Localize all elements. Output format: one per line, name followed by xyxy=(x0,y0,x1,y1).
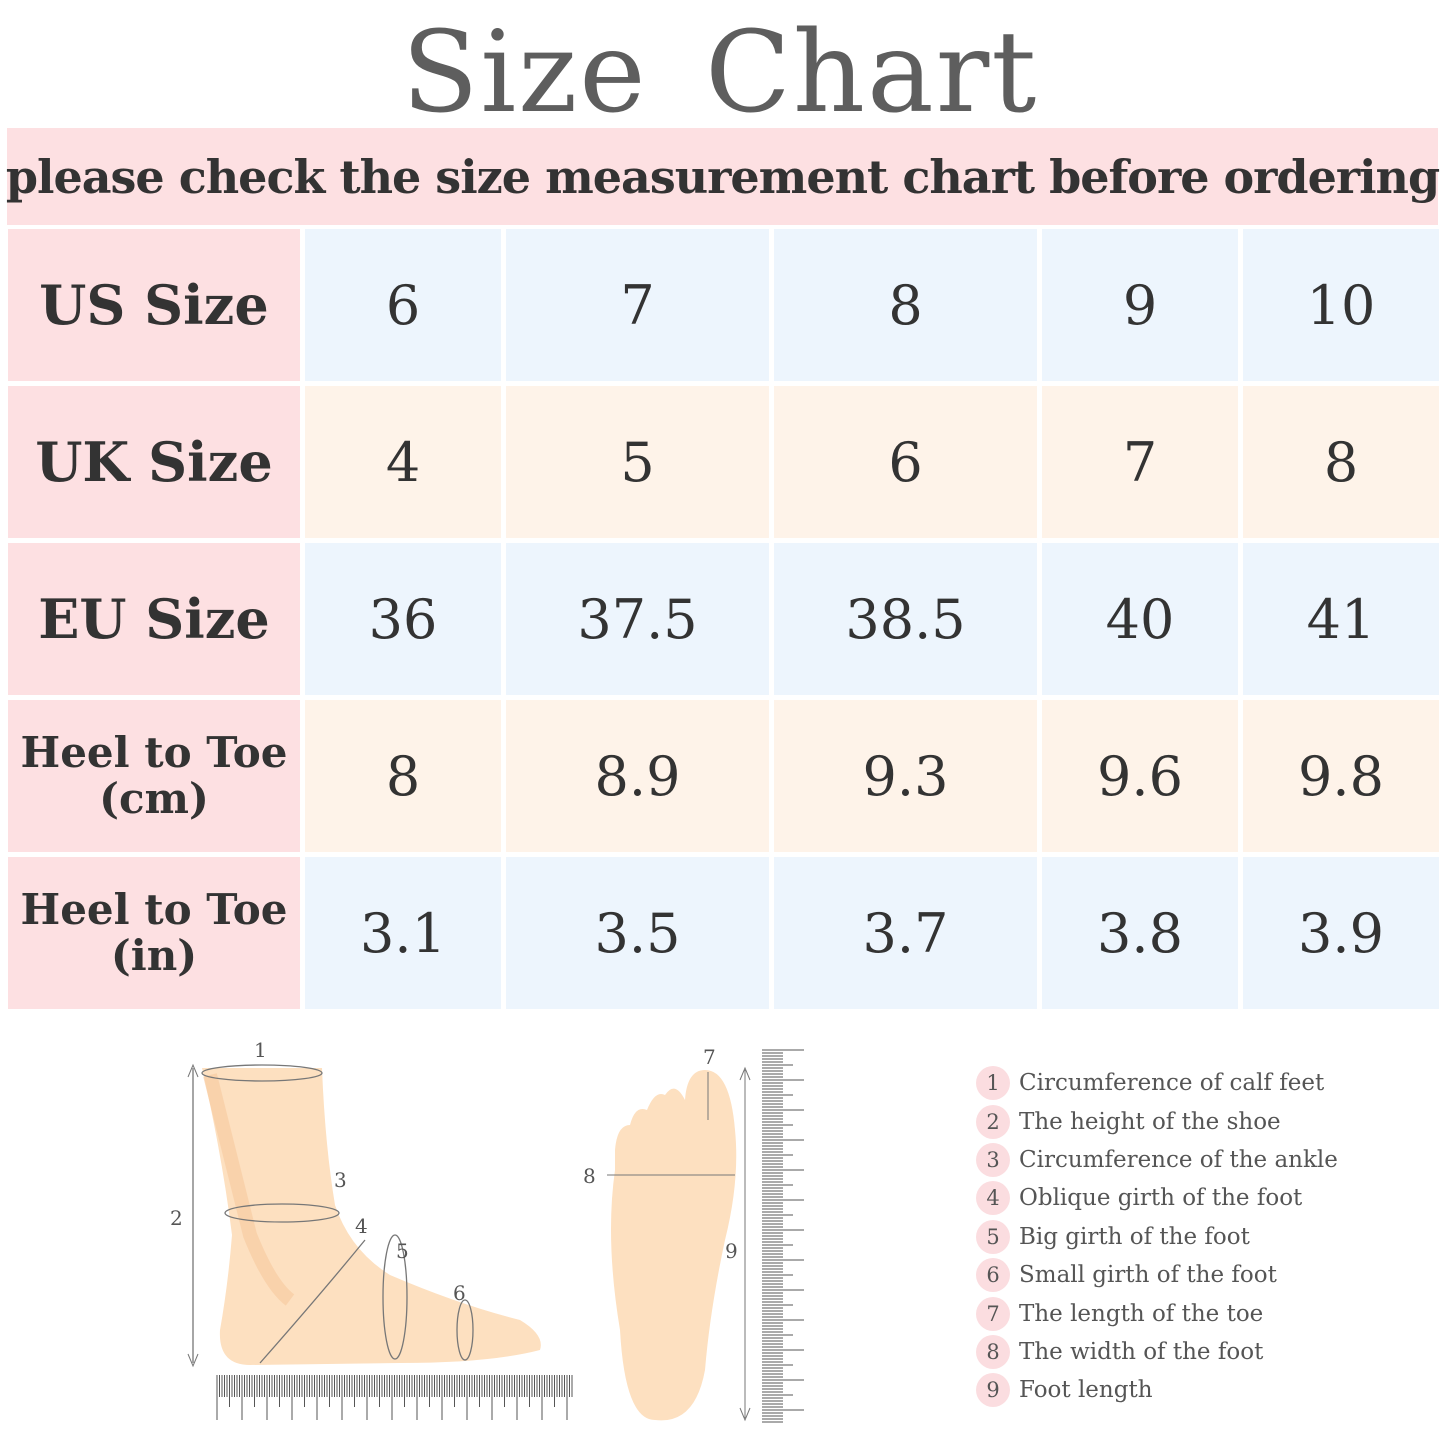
table-cell: 3.1 xyxy=(305,857,501,1009)
marker-7: 7 xyxy=(703,1045,716,1069)
legend-number-badge: 9 xyxy=(976,1373,1010,1408)
legend-text: Oblique girth of the foot xyxy=(1019,1185,1303,1212)
table-cell: 8 xyxy=(774,229,1037,381)
table-cell: 41 xyxy=(1243,543,1439,695)
marker-5: 5 xyxy=(396,1239,409,1263)
table-cell: 37.5 xyxy=(506,543,769,695)
row-label: Heel to Toe (in) xyxy=(8,857,300,1009)
table-cell: 38.5 xyxy=(774,543,1037,695)
sole-illustration: 7 8 9 xyxy=(583,1045,804,1423)
legend-text: The width of the foot xyxy=(1019,1338,1264,1365)
legend-item: 3 Circumference of the ankle xyxy=(976,1141,1338,1179)
table-cell: 9.3 xyxy=(774,700,1037,852)
row-label: UK Size xyxy=(8,386,300,538)
table-cell: 3.5 xyxy=(506,857,769,1009)
page-title: Size Chart xyxy=(401,8,1039,138)
legend-item: 4 Oblique girth of the foot xyxy=(976,1179,1338,1217)
legend-text: Foot length xyxy=(1019,1377,1153,1404)
legend-text: Big girth of the foot xyxy=(1019,1223,1250,1250)
legend-text: The length of the toe xyxy=(1019,1300,1264,1327)
legend-text: The height of the shoe xyxy=(1019,1108,1281,1135)
marker-9: 9 xyxy=(725,1239,738,1263)
legend-item: 9 Foot length xyxy=(976,1371,1338,1409)
row-label-line: Heel to Toe xyxy=(20,885,288,934)
legend-number-badge: 7 xyxy=(976,1296,1010,1331)
marker-8: 8 xyxy=(583,1164,596,1188)
banner-notice: please check the size measurement chart … xyxy=(6,128,1440,225)
table-cell: 3.9 xyxy=(1243,857,1439,1009)
table-cell: 8.9 xyxy=(506,700,769,852)
row-label: US Size xyxy=(8,229,300,381)
table-cell: 7 xyxy=(1042,386,1238,538)
table-cell: 10 xyxy=(1243,229,1439,381)
legend-text: Small girth of the foot xyxy=(1019,1262,1277,1289)
marker-3: 3 xyxy=(334,1168,347,1192)
legend-item: 7 The length of the toe xyxy=(976,1294,1338,1332)
marker-1: 1 xyxy=(254,1038,267,1062)
table-cell: 4 xyxy=(305,386,501,538)
row-label-line: (cm) xyxy=(99,774,209,823)
legend-text: Circumference of the ankle xyxy=(1019,1146,1338,1173)
legend-number-badge: 8 xyxy=(976,1334,1010,1369)
table-cell: 5 xyxy=(506,386,769,538)
table-cell: 9.6 xyxy=(1042,700,1238,852)
table-cell: 9 xyxy=(1042,229,1238,381)
row-label: EU Size xyxy=(8,543,300,695)
legend-number-badge: 5 xyxy=(976,1219,1010,1254)
table-cell: 6 xyxy=(774,386,1037,538)
side-foot-illustration: 1 2 3 4 5 6 xyxy=(170,1038,573,1420)
table-cell: 9.8 xyxy=(1243,700,1439,852)
legend-item: 8 The width of the foot xyxy=(976,1333,1338,1371)
legend-number-badge: 4 xyxy=(976,1181,1010,1216)
legend-text: Circumference of calf feet xyxy=(1019,1070,1325,1097)
table-cell: 8 xyxy=(305,700,501,852)
row-label: Heel to Toe (cm) xyxy=(8,700,300,852)
size-table: US Size 6 7 8 9 10 UK Size 4 5 6 7 8 EU Size 36 37.5 38… xyxy=(8,229,1439,1009)
legend-number-badge: 3 xyxy=(976,1142,1010,1177)
table-cell: 3.7 xyxy=(774,857,1037,1009)
marker-6: 6 xyxy=(453,1281,466,1305)
row-label-line: Heel to Toe xyxy=(20,728,288,777)
table-cell: 36 xyxy=(305,543,501,695)
legend-item: 1 Circumference of calf feet xyxy=(976,1064,1338,1102)
legend-number-badge: 1 xyxy=(976,1066,1010,1101)
table-cell: 8 xyxy=(1243,386,1439,538)
measurement-legend: 1 Circumference of calf feet 2 The height o… xyxy=(976,1064,1338,1410)
legend-number-badge: 2 xyxy=(976,1104,1010,1139)
legend-item: 5 Big girth of the foot xyxy=(976,1218,1338,1256)
marker-2: 2 xyxy=(170,1206,183,1230)
marker-4: 4 xyxy=(355,1214,368,1238)
table-cell: 40 xyxy=(1042,543,1238,695)
legend-item: 6 Small girth of the foot xyxy=(976,1256,1338,1294)
table-cell: 6 xyxy=(305,229,501,381)
legend-number-badge: 6 xyxy=(976,1258,1010,1293)
row-label-line: (in) xyxy=(110,931,198,980)
table-cell: 3.8 xyxy=(1042,857,1238,1009)
table-cell: 7 xyxy=(506,229,769,381)
legend-item: 2 The height of the shoe xyxy=(976,1102,1338,1140)
